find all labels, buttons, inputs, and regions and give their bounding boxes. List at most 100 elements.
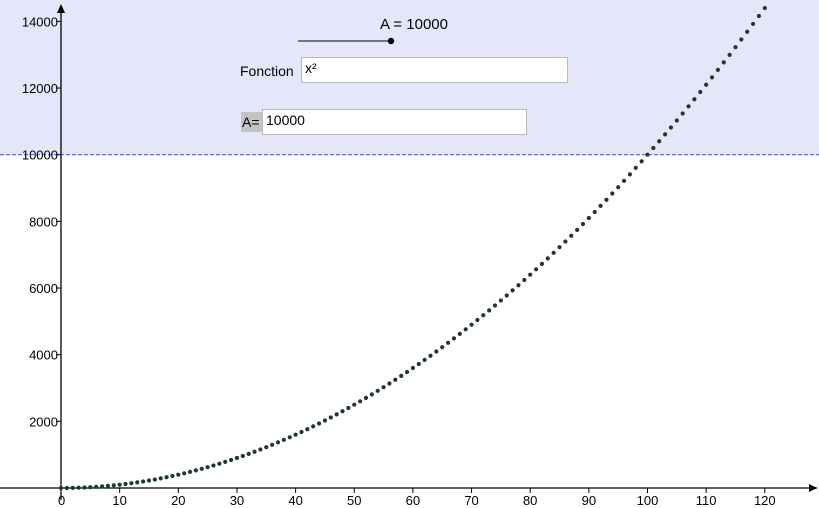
curve-point: [504, 293, 509, 298]
curve-point: [375, 388, 380, 393]
curve-point: [293, 432, 298, 437]
axis-ticks: [56, 20, 766, 493]
x-tick-label: 120: [754, 493, 776, 508]
curve-point: [287, 435, 292, 440]
curve-points[interactable]: [58, 5, 767, 491]
curve-point: [721, 60, 726, 65]
y-tick-label: 6000: [29, 281, 58, 296]
y-tick-label: 14000: [22, 14, 58, 29]
x-tick-label: 110: [696, 493, 717, 508]
curve-point: [170, 473, 175, 479]
curve-point: [129, 481, 134, 486]
curve-point: [445, 340, 451, 345]
y-tick-label: 12000: [22, 81, 58, 96]
x-tick-label: 0: [58, 493, 65, 508]
curve-point: [762, 5, 767, 11]
curve-point: [99, 484, 105, 489]
curve-point: [551, 250, 556, 255]
curve-point: [604, 197, 609, 202]
a-input-label: A=: [241, 112, 263, 132]
curve-point: [569, 233, 574, 238]
curve-point: [416, 361, 421, 367]
curve-point: [481, 313, 486, 318]
curve-point: [182, 471, 187, 476]
curve-point: [328, 415, 333, 420]
curve-point: [322, 418, 328, 423]
curve-point: [557, 245, 562, 250]
curve-point: [340, 409, 345, 414]
axis-tick-labels: 0 10 20 30 40 50 60 70 80 90 100 110 120 2000 4000 6000…: [22, 14, 776, 508]
curve-point: [64, 485, 69, 491]
curve-point: [123, 481, 128, 487]
curve-point: [158, 476, 163, 481]
y-tick-label: 10000: [22, 148, 58, 163]
curve-point: [580, 221, 586, 227]
curve-point: [410, 365, 415, 371]
curve-point: [575, 227, 580, 232]
curve-point: [76, 485, 81, 490]
curve-point: [487, 308, 492, 313]
curve-point: [246, 451, 251, 456]
curve-point: [492, 303, 498, 308]
curve-point: [275, 440, 281, 445]
curve-point: [281, 437, 286, 442]
curve-point: [662, 132, 668, 137]
curve-point: [217, 461, 222, 466]
y-tick-label: 8000: [29, 214, 58, 229]
curve-point: [704, 82, 709, 87]
curve-point: [715, 67, 720, 73]
curve-point: [528, 272, 533, 277]
fonction-input[interactable]: x²: [301, 57, 568, 83]
curve-point: [739, 37, 744, 42]
y-axis-arrow-icon: [57, 4, 65, 13]
curve-point: [745, 29, 750, 34]
curve-point: [270, 442, 275, 447]
curve-point: [381, 385, 386, 390]
curve-point: [610, 191, 615, 196]
curve-point: [563, 239, 568, 244]
curve-point: [592, 209, 597, 215]
y-tick-label: 2000: [29, 414, 58, 429]
curve-point: [727, 52, 732, 57]
curve-point: [668, 125, 674, 130]
curve-point: [469, 322, 474, 327]
curve-point: [698, 89, 703, 95]
curve-point: [627, 172, 633, 177]
curve-point: [733, 45, 738, 50]
curve-point: [498, 298, 503, 303]
curve-point: [393, 377, 398, 382]
curve-point: [387, 381, 392, 386]
curve-point: [228, 457, 234, 463]
curve-point: [451, 336, 457, 341]
curve-point: [152, 477, 157, 482]
curve-point: [135, 480, 140, 485]
curve-point: [692, 97, 697, 102]
curve-point: [686, 104, 691, 109]
x-tick-label: 30: [230, 493, 244, 508]
curve-point: [252, 449, 257, 454]
curve-point: [88, 485, 93, 490]
curve-point: [141, 479, 146, 484]
curve-point: [750, 21, 756, 27]
curve-point: [756, 13, 762, 19]
slider-handle[interactable]: [387, 37, 395, 45]
a-input[interactable]: 10000: [262, 109, 527, 135]
x-axis-arrow-icon: [809, 484, 817, 492]
x-tick-label: 10: [112, 493, 126, 508]
curve-point: [223, 459, 228, 464]
curve-point: [311, 424, 316, 429]
x-tick-label: 100: [637, 493, 659, 508]
x-tick-label: 40: [288, 493, 302, 508]
curve-point: [199, 466, 204, 471]
curve-point: [422, 357, 427, 362]
curve-point: [146, 478, 152, 483]
curve-point: [657, 139, 662, 144]
curve-point: [187, 469, 193, 474]
curve-point: [176, 472, 181, 477]
curve-point: [234, 455, 240, 461]
curve-point: [369, 392, 374, 397]
curve-point: [586, 215, 591, 221]
curve-point: [404, 369, 410, 375]
curve-point: [264, 445, 269, 450]
